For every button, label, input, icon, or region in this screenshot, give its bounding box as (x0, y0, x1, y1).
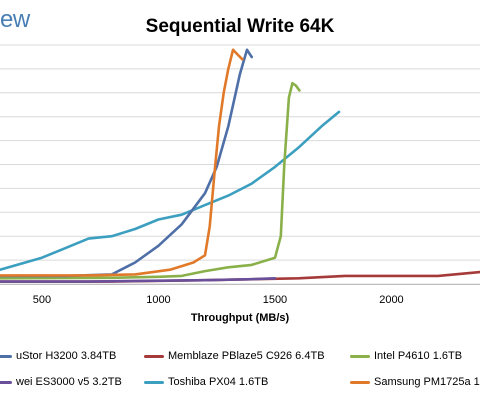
x-axis-label: Throughput (MB/s) (190, 312, 290, 324)
x-tick-label-3: 2000 (379, 294, 403, 306)
x-tick-label-2: 1500 (263, 294, 287, 306)
x-tick-label-0: 500 (33, 294, 51, 306)
series-line-4 (0, 110, 341, 272)
grid-lines (0, 44, 480, 285)
x-tick-label-1: 1000 (146, 294, 170, 306)
series-line-0 (0, 48, 253, 278)
chart-title: Sequential Write 64K (145, 16, 335, 37)
x-tick-labels: 500 1000 1500 2000 (33, 294, 404, 306)
series-line-2 (0, 81, 301, 280)
series-line-5 (0, 48, 244, 277)
series-lines (0, 48, 480, 283)
series-line-3 (0, 276, 277, 283)
brand-logo-fragment: ew (0, 6, 30, 33)
